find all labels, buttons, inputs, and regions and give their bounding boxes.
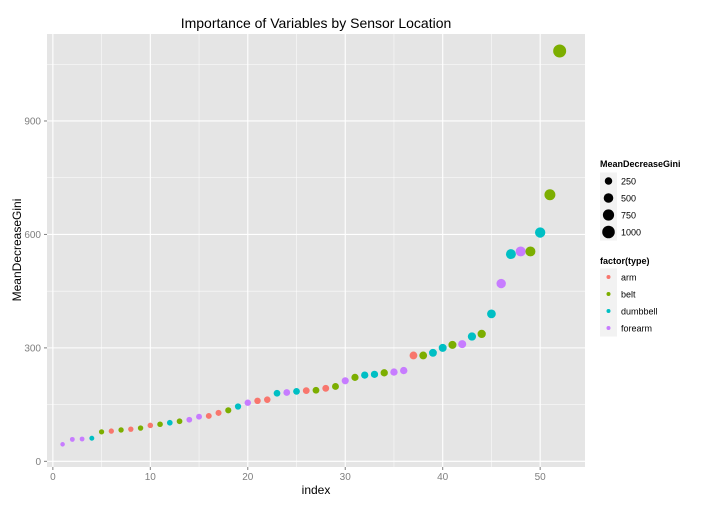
data-point-dumbbell — [438, 343, 447, 352]
data-point-dumbbell — [273, 389, 281, 397]
size-legend-key — [602, 225, 615, 239]
data-point-forearm — [196, 413, 202, 420]
data-point-forearm — [283, 389, 291, 396]
y-axis-ticks: 0 300 600 900 — [24, 116, 47, 468]
data-point-dumbbell — [89, 435, 95, 441]
data-point-belt — [477, 329, 486, 339]
size-legend-label: 750 — [621, 211, 636, 221]
size-legend-label: 1000 — [621, 228, 641, 238]
data-point-arm — [215, 409, 222, 416]
data-point-arm — [147, 422, 154, 429]
y-tick-label: 900 — [24, 116, 41, 127]
data-point-dumbbell — [234, 403, 242, 410]
data-point-belt — [380, 369, 388, 377]
data-point-dumbbell — [535, 227, 546, 238]
plot-panel — [47, 34, 585, 467]
color-legend-label-arm: arm — [621, 273, 637, 283]
color-legend-title: factor(type) — [600, 256, 650, 266]
y-tick-label: 600 — [24, 230, 41, 241]
data-point-arm — [322, 384, 330, 392]
data-point-dumbbell — [429, 348, 437, 357]
data-point-belt — [448, 340, 457, 349]
data-point-belt — [176, 418, 183, 425]
data-point-arm — [254, 397, 261, 405]
size-legend-key — [602, 209, 615, 221]
size-legend-title: MeanDecreaseGini — [600, 159, 681, 169]
color-legend-key-forearm — [606, 326, 611, 330]
data-point-belt — [157, 421, 163, 428]
data-point-dumbbell — [487, 309, 496, 319]
color-legend-label-dumbbell: dumbbell — [621, 307, 658, 317]
x-axis-ticks: 0 10 20 30 40 50 — [50, 467, 546, 483]
data-point-forearm — [400, 366, 408, 375]
size-legend-label: 500 — [621, 194, 636, 204]
y-axis-title: MeanDecreaseGini — [10, 199, 24, 302]
x-tick-label: 50 — [535, 472, 547, 483]
size-legend-label: 250 — [621, 177, 636, 187]
data-point-belt — [332, 382, 339, 390]
chart-title: Importance of Variables by Sensor Locati… — [181, 15, 452, 31]
data-point-forearm — [69, 436, 75, 442]
color-legend-key-dumbbell — [606, 309, 611, 313]
gridlines — [47, 34, 585, 467]
data-point-belt — [312, 386, 320, 394]
data-point-arm — [409, 351, 418, 360]
x-tick-label: 40 — [437, 472, 449, 483]
data-point-dumbbell — [467, 332, 477, 341]
data-point-forearm — [186, 416, 193, 423]
data-point-belt — [525, 246, 536, 257]
data-point-forearm — [79, 436, 85, 442]
data-point-belt — [137, 425, 144, 431]
x-tick-label: 30 — [340, 472, 352, 483]
x-tick-label: 20 — [242, 472, 254, 483]
data-point-arm — [128, 426, 134, 432]
data-points — [60, 44, 567, 447]
color-legend-key-arm — [606, 275, 611, 279]
x-tick-label: 10 — [145, 472, 157, 483]
data-point-dumbbell — [166, 419, 173, 426]
data-point-forearm — [515, 246, 526, 257]
y-tick-label: 0 — [35, 457, 41, 468]
size-legend-key — [604, 177, 613, 185]
size-legend-key — [603, 193, 614, 203]
data-point-belt — [544, 189, 556, 201]
data-point-forearm — [341, 377, 349, 385]
data-point-belt — [225, 407, 232, 414]
color-legend-label-forearm: forearm — [621, 324, 652, 334]
data-point-forearm — [496, 278, 506, 289]
x-axis-title: index — [302, 483, 331, 497]
data-point-forearm — [458, 340, 467, 349]
color-legend-label-belt: belt — [621, 290, 636, 300]
data-point-belt — [351, 373, 359, 381]
data-point-belt — [553, 44, 567, 58]
data-point-dumbbell — [361, 371, 369, 379]
x-tick-label: 0 — [50, 472, 56, 483]
size-legend-items: 250 500 750 1000 — [600, 172, 641, 241]
data-point-dumbbell — [505, 249, 516, 260]
data-point-belt — [98, 429, 105, 435]
data-point-forearm — [390, 368, 398, 376]
data-point-belt — [419, 351, 428, 360]
y-tick-label: 300 — [24, 343, 41, 354]
color-legend-items: arm belt dumbbell forearm — [600, 268, 658, 337]
legend: MeanDecreaseGini 250 500 750 1000 factor(ty… — [600, 159, 681, 337]
data-point-arm — [108, 428, 114, 434]
data-point-arm — [302, 387, 310, 395]
data-point-dumbbell — [370, 370, 379, 378]
data-point-forearm — [244, 399, 251, 406]
color-legend-key-belt — [606, 292, 611, 296]
data-point-forearm — [60, 442, 65, 447]
data-point-belt — [118, 427, 124, 433]
data-point-dumbbell — [293, 387, 300, 395]
data-point-arm — [205, 412, 212, 419]
data-point-arm — [264, 396, 271, 403]
